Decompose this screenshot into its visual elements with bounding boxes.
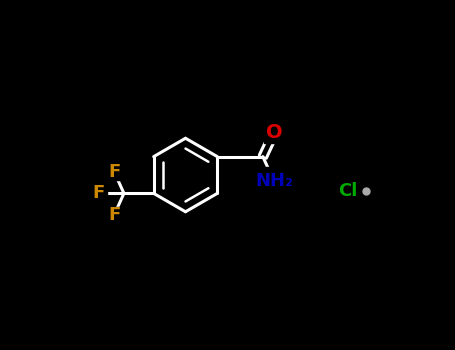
Text: F: F — [108, 206, 120, 224]
Text: F: F — [108, 163, 120, 181]
Text: NH₂: NH₂ — [255, 172, 293, 190]
Text: F: F — [93, 184, 105, 202]
Text: O: O — [266, 123, 283, 142]
Text: Cl: Cl — [339, 182, 358, 200]
